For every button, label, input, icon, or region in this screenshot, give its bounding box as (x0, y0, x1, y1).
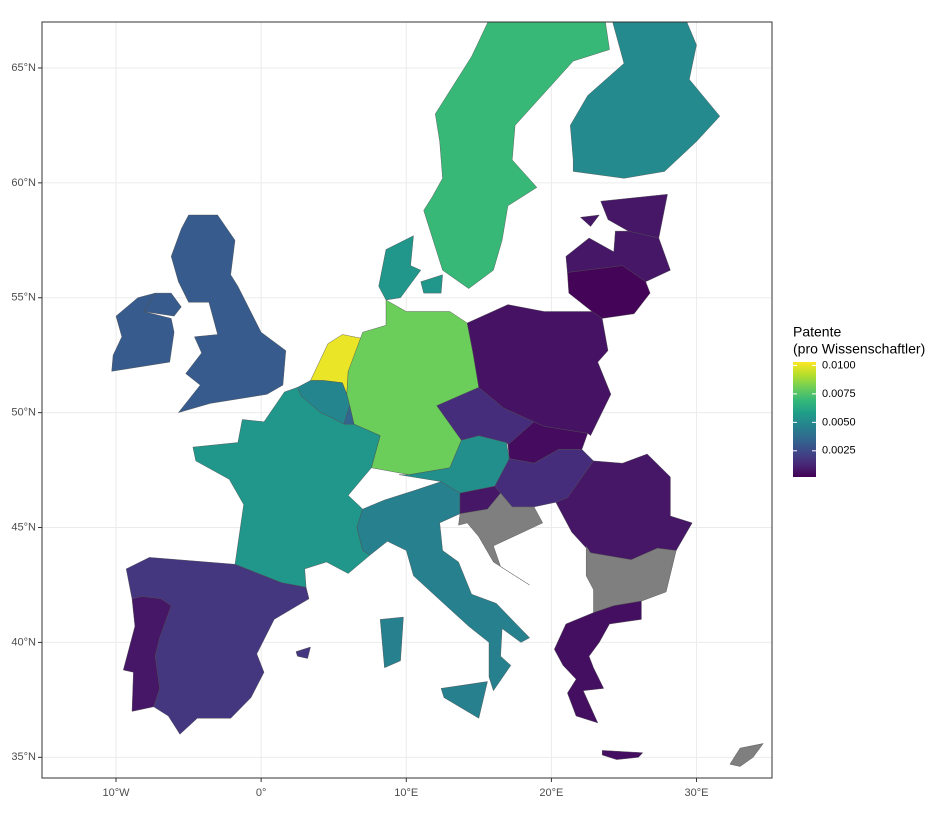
x-tick-label: 20°E (539, 787, 563, 799)
x-tick-label: 10°W (103, 787, 131, 799)
x-tick-label: 30°E (685, 787, 709, 799)
legend-title: (pro Wissenschaftler) (793, 341, 925, 357)
colorbar-tick-label: 0.0075 (822, 388, 856, 400)
y-tick-label: 50°N (11, 407, 36, 419)
y-tick-label: 65°N (11, 62, 36, 74)
x-tick-label: 0° (256, 787, 267, 799)
y-tick-label: 55°N (11, 292, 36, 304)
colorbar-tick-label: 0.0025 (822, 445, 856, 457)
map-chart: 10°W 0° 10°E 20°E 30°E 35°N 40°N 45°N 50°N 55°N 60… (0, 0, 950, 820)
y-tick-label: 45°N (11, 521, 36, 533)
x-tick-label: 10°E (394, 787, 418, 799)
y-tick-label: 40°N (11, 636, 36, 648)
legend-title: Patente (793, 324, 841, 340)
colorbar-tick-label: 0.0100 (822, 359, 856, 371)
y-tick-label: 35°N (11, 751, 36, 763)
colorbar-tick-label: 0.0050 (822, 416, 856, 428)
y-tick-label: 60°N (11, 177, 36, 189)
page: 10°W 0° 10°E 20°E 30°E 35°N 40°N 45°N 50°N 55°N 60… (0, 0, 950, 820)
colorbar (793, 362, 816, 477)
